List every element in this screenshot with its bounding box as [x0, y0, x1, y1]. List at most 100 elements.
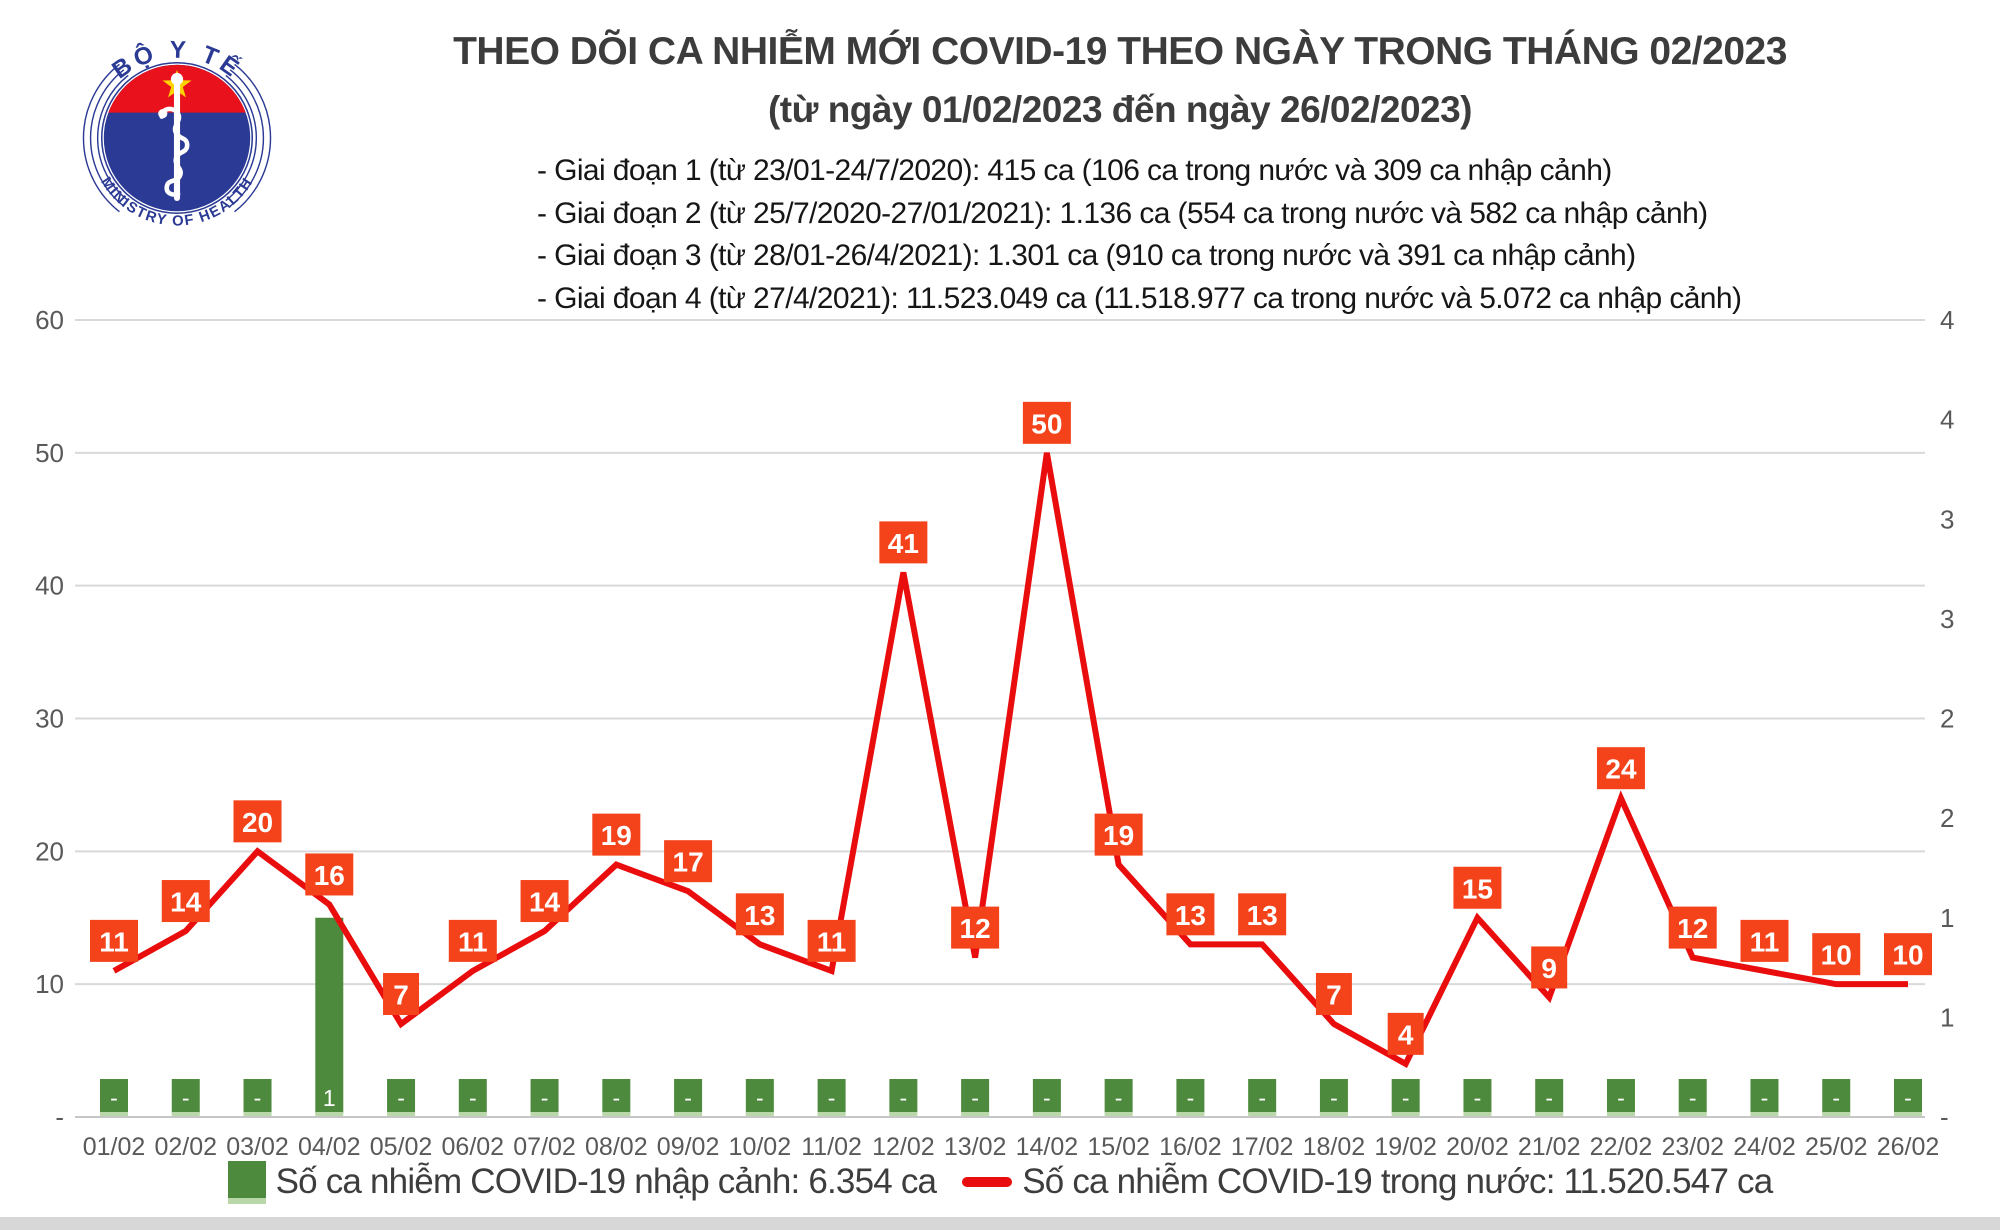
- imported-cases-bar-base: [1606, 1112, 1635, 1116]
- imported-cases-bar: [1104, 1079, 1133, 1113]
- bar-value-label: -: [612, 1085, 620, 1111]
- page-subtitle: (từ ngày 01/02/2023 đến ngày 26/02/2023): [767, 89, 1473, 130]
- x-axis-label: 02/02: [154, 1133, 217, 1161]
- imported-cases-bar-base: [961, 1112, 990, 1116]
- phase-note-4: - Giai đoạn 4 (từ 27/4/2021): 11.523.049…: [537, 281, 1742, 315]
- point-label: 11: [817, 926, 847, 957]
- x-axis-label: 21/02: [1518, 1133, 1581, 1161]
- imported-cases-bar: [1894, 1079, 1922, 1113]
- point-label-box: [592, 813, 641, 856]
- y-axis-label-right: 3: [1940, 504, 1954, 534]
- phase-note-2: - Giai đoạn 2 (từ 25/7/2020-27/01/2021):…: [537, 196, 1708, 230]
- imported-cases-bar: [1606, 1079, 1635, 1113]
- imported-cases-bar: [1391, 1079, 1420, 1113]
- x-axis-label: 05/02: [370, 1133, 433, 1161]
- imported-cases-bar-base: [1894, 1112, 1922, 1116]
- point-label: 15: [1462, 873, 1493, 904]
- point-label-box: [1596, 747, 1645, 790]
- point-label-box: [1094, 813, 1143, 856]
- point-label: 12: [960, 913, 991, 944]
- point-label: 13: [744, 900, 775, 931]
- domestic-cases-line-swatch-icon: [962, 1177, 1013, 1187]
- imported-cases-bar: [458, 1079, 487, 1113]
- point-label-box: [1315, 973, 1352, 1016]
- imported-cases-bar-base: [889, 1112, 918, 1116]
- point-label: 11: [1750, 926, 1780, 957]
- point-label: 41: [888, 528, 919, 559]
- bar-value-label: -: [1258, 1085, 1266, 1111]
- imported-cases-bar-base: [1319, 1112, 1348, 1116]
- x-axis-label: 16/02: [1159, 1133, 1222, 1161]
- page-title: THEO DÕI CA NHIỄM MỚI COVID-19 THEO NGÀY…: [453, 30, 1787, 73]
- imported-cases-bar-base: [1750, 1112, 1779, 1116]
- point-label: 12: [1677, 913, 1708, 944]
- y-axis-label-right: 1: [1940, 903, 1954, 933]
- bar-value-label: -: [469, 1085, 477, 1111]
- imported-cases-bar-base: [1176, 1112, 1205, 1116]
- point-label-box: [161, 880, 210, 923]
- imported-cases-bar: [1463, 1079, 1492, 1113]
- imported-cases-bar: [1822, 1079, 1851, 1113]
- point-label-box: [305, 853, 354, 896]
- point-label: 13: [1175, 900, 1206, 931]
- x-axis-label: 11/02: [801, 1133, 862, 1161]
- bar-value-label: -: [110, 1085, 118, 1111]
- point-label-box: [1387, 1012, 1424, 1055]
- imported-cases-bar-base: [100, 1112, 128, 1116]
- bar-value-label: -: [756, 1085, 764, 1111]
- bar-value-label: -: [828, 1085, 836, 1111]
- imported-cases-bar: [1535, 1079, 1564, 1113]
- bar-value-label: -: [1761, 1085, 1769, 1111]
- x-axis-label: 04/02: [298, 1133, 361, 1161]
- imported-cases-bar-base: [1248, 1112, 1277, 1116]
- point-label-box: [735, 893, 784, 936]
- phase-note-3: - Giai đoạn 3 (từ 28/01-26/4/2021): 1.30…: [537, 239, 1636, 272]
- bar-value-label: -: [1904, 1085, 1912, 1111]
- point-label: 17: [673, 847, 704, 878]
- imported-cases-bar: [674, 1079, 703, 1113]
- y-axis-label-left: 60: [35, 305, 64, 335]
- y-axis-label-left: 20: [35, 836, 64, 866]
- point-label: 50: [1031, 408, 1062, 439]
- bar-value-label: -: [254, 1085, 262, 1111]
- imported-cases-bar-base: [817, 1112, 846, 1116]
- x-axis-label: 26/02: [1877, 1133, 1940, 1161]
- chart-legend: Số ca nhiễm COVID-19 nhập cảnh: 6.354 ca…: [0, 1152, 2000, 1212]
- imported-cases-bar-base: [458, 1112, 487, 1116]
- imported-cases-bar: [961, 1079, 990, 1113]
- point-label-box: [879, 521, 928, 564]
- x-axis-label: 03/02: [226, 1133, 289, 1161]
- bar-value-label: -: [541, 1085, 549, 1111]
- bar-value-label: -: [397, 1085, 405, 1111]
- y-axis-label-right: 4: [1940, 405, 1954, 435]
- imported-cases-bar: [1319, 1079, 1348, 1113]
- imported-cases-bar-base: [530, 1112, 559, 1116]
- imported-cases-bar-base: [602, 1112, 631, 1116]
- point-label: 16: [314, 860, 345, 891]
- y-axis-label-right: 3: [1940, 604, 1954, 634]
- point-label-box: [951, 906, 1000, 949]
- x-axis-label: 20/02: [1446, 1133, 1509, 1161]
- bar-value-label: -: [1402, 1085, 1410, 1111]
- y-axis-label-right: 4: [1940, 305, 1954, 335]
- imported-cases-bar-base: [745, 1112, 774, 1116]
- x-axis-label: 06/02: [442, 1133, 505, 1161]
- imported-cases-bar: [602, 1079, 631, 1113]
- imported-cases-bar-base: [674, 1112, 703, 1116]
- imported-cases-bar-base: [243, 1112, 272, 1116]
- point-label-box: [807, 919, 856, 962]
- x-axis-label: 12/02: [872, 1133, 935, 1161]
- imported-cases-bar: [1750, 1079, 1779, 1113]
- logo-decorative-arcs: [82, 63, 272, 213]
- point-label-box: [448, 919, 497, 962]
- bottom-strip: [0, 1217, 2000, 1230]
- y-axis-label-right: 1: [1940, 1002, 1954, 1032]
- point-label-box: [664, 840, 713, 883]
- imported-cases-bar-base: [1104, 1112, 1133, 1116]
- point-label: 10: [1821, 940, 1852, 971]
- bar-value-label: -: [684, 1085, 692, 1111]
- point-label: 13: [1247, 900, 1278, 931]
- bar-value-label: 1: [323, 1085, 336, 1111]
- x-axis-label: 13/02: [944, 1133, 1007, 1161]
